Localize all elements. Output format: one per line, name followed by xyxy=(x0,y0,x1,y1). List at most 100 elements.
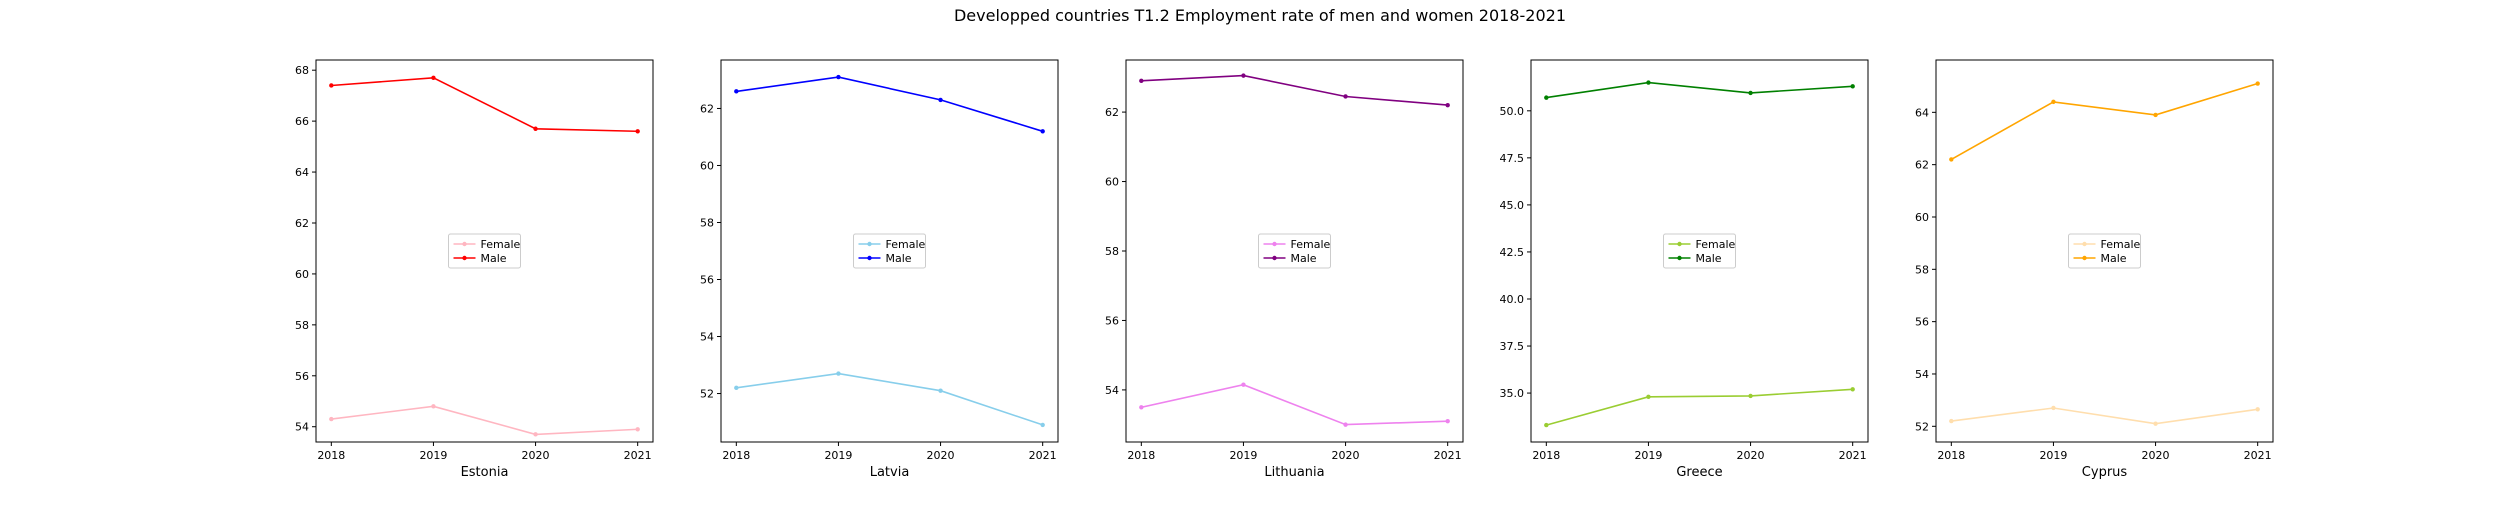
y-tick-label: 47.5 xyxy=(1500,152,1525,165)
y-tick-label: 62 xyxy=(1105,106,1119,119)
data-point xyxy=(635,129,640,134)
data-point xyxy=(533,432,538,437)
data-point xyxy=(1343,94,1348,99)
series-line-female xyxy=(1951,407,2258,425)
x-tick-label: 2018 xyxy=(722,449,750,462)
x-tick-label: 2020 xyxy=(927,449,955,462)
subplot-1: 2018 2019 2020 2021 52 54 56 58 60 62 Latvia Female… xyxy=(700,59,1059,480)
y-tick-label: 58 xyxy=(295,319,309,332)
data-point xyxy=(1040,129,1045,134)
data-point xyxy=(329,83,334,88)
data-point xyxy=(2153,421,2158,426)
data-point xyxy=(1343,422,1348,427)
y-tick-label: 60 xyxy=(1915,211,1929,224)
y-tick-label: 60 xyxy=(700,159,714,172)
x-axis-label: Estonia xyxy=(461,465,509,480)
y-tick-label: 68 xyxy=(295,64,309,77)
data-point xyxy=(2051,405,2056,411)
x-tick-label: 2019 xyxy=(1229,449,1257,462)
legend-label: Female xyxy=(1291,238,1331,251)
y-tick-label: 37.5 xyxy=(1500,340,1525,353)
data-point xyxy=(2255,407,2260,412)
data-point xyxy=(1139,405,1144,410)
y-tick-label: 50.0 xyxy=(1500,105,1525,118)
data-point xyxy=(734,89,739,94)
y-tick-label: 56 xyxy=(1105,314,1119,327)
legend-box xyxy=(1663,233,1736,269)
x-tick-label: 2021 xyxy=(1839,449,1867,462)
legend-label: Female xyxy=(2101,238,2141,251)
y-tick-label: 56 xyxy=(700,274,714,287)
y-tick-label: 66 xyxy=(295,115,309,128)
data-point xyxy=(1445,102,1450,108)
data-point xyxy=(2051,99,2056,105)
legend-marker xyxy=(1677,255,1682,261)
y-tick-label: 40.0 xyxy=(1500,293,1525,306)
data-point xyxy=(1949,157,1954,162)
data-point xyxy=(1139,78,1144,84)
data-point xyxy=(431,75,436,81)
data-point xyxy=(329,416,334,422)
axes-frame xyxy=(720,59,1059,443)
x-axis-label: Latvia xyxy=(870,465,910,480)
y-tick-label: 42.5 xyxy=(1500,246,1525,259)
data-point xyxy=(1850,387,1855,392)
legend-marker xyxy=(867,241,872,247)
legend-marker xyxy=(1272,241,1277,247)
legend-label: Female xyxy=(481,238,521,251)
axes-frame xyxy=(1530,59,1869,443)
y-tick-label: 62 xyxy=(700,102,714,115)
y-tick-label: 60 xyxy=(1105,176,1119,189)
subplot-2: 2018 2019 2020 2021 54 56 58 60 62 Lithuania Femal… xyxy=(1105,59,1464,480)
y-tick-label: 64 xyxy=(1915,106,1929,119)
legend-label: Male xyxy=(1696,252,1722,265)
x-tick-label: 2018 xyxy=(1937,449,1965,462)
x-tick-label: 2021 xyxy=(1434,449,1462,462)
subplot-4: 2018 2019 2020 2021 52 54 56 58 60 62 64 Cyprus Fema… xyxy=(1915,59,2274,480)
series-line-male xyxy=(1141,74,1448,106)
y-tick-label: 54 xyxy=(700,331,714,344)
x-tick-label: 2020 xyxy=(2142,449,2170,462)
y-tick-label: 62 xyxy=(295,217,309,230)
data-point xyxy=(1040,422,1045,428)
data-point xyxy=(1646,80,1651,85)
legend-label: Male xyxy=(886,252,912,265)
data-point xyxy=(2255,81,2260,86)
x-axis-label: Cyprus xyxy=(2082,465,2128,480)
x-tick-label: 2020 xyxy=(522,449,550,462)
legend-box xyxy=(853,233,926,269)
legend-marker xyxy=(2082,255,2087,261)
x-tick-label: 2021 xyxy=(1029,449,1057,462)
x-tick-label: 2019 xyxy=(1634,449,1662,462)
y-tick-label: 56 xyxy=(295,370,309,383)
series-line-male xyxy=(1950,82,2258,161)
data-point xyxy=(1241,73,1246,78)
x-tick-label: 2020 xyxy=(1737,449,1765,462)
y-tick-label: 64 xyxy=(295,166,309,179)
y-tick-label: 54 xyxy=(1105,384,1119,397)
legend-label: Male xyxy=(481,252,507,265)
y-tick-label: 56 xyxy=(1915,316,1929,329)
legend-marker xyxy=(2082,241,2087,247)
data-point xyxy=(1544,95,1549,100)
data-point xyxy=(836,74,841,80)
legend-box xyxy=(448,233,521,269)
legend-label: Female xyxy=(1696,238,1736,251)
x-tick-label: 2020 xyxy=(1332,449,1360,462)
subplot-0: 2018 2019 2020 2021 54 56 58 60 62 64 66 68 Estonia F… xyxy=(295,59,654,480)
x-tick-label: 2019 xyxy=(419,449,447,462)
series-line-female xyxy=(1141,383,1448,426)
series-line-female xyxy=(736,372,1043,426)
axes-frame xyxy=(315,59,654,443)
x-tick-label: 2021 xyxy=(2244,449,2272,462)
legend-box xyxy=(1258,233,1331,269)
y-tick-label: 62 xyxy=(1915,159,1929,172)
series-line-female xyxy=(331,405,638,436)
data-point xyxy=(938,388,943,393)
legend-box xyxy=(2068,233,2141,269)
figure-title: Developped countries T1.2 Employment rat… xyxy=(953,6,1566,25)
legend-marker xyxy=(867,255,872,261)
